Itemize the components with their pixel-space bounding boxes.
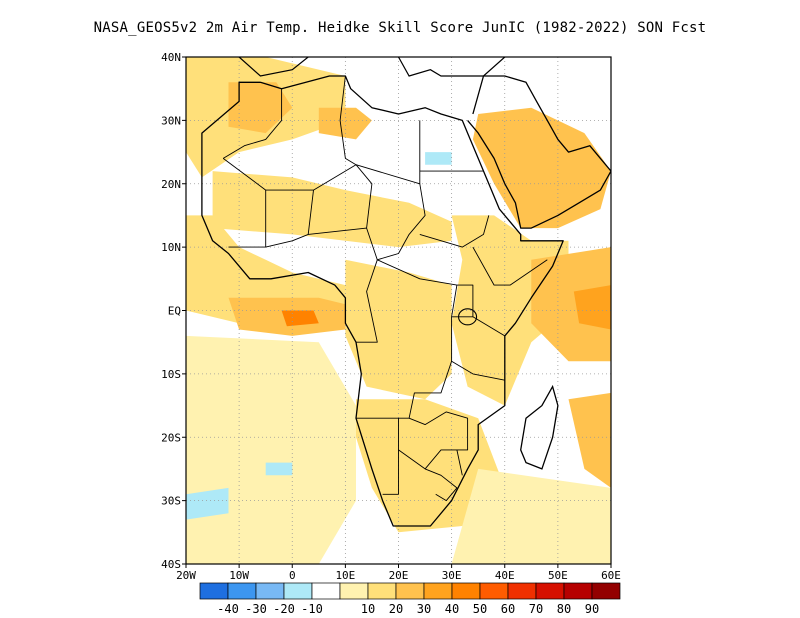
colorbar-label: 20 [389, 602, 403, 616]
colorbar-swatch [255, 582, 285, 600]
colorbar-swatch [535, 582, 565, 600]
axis-ticks: 20W 10W 0 10E 20E 30E 40E 50E 60E 40N 30N 20N 10N EQ 1… [161, 51, 621, 582]
skill-region-south-indian [451, 468, 611, 564]
colorbar-swatch [227, 582, 257, 600]
country-border [339, 75, 357, 166]
iberia-coastline [238, 57, 309, 77]
colorbar-label: 60 [501, 602, 515, 616]
colorbar-label: 10 [361, 602, 375, 616]
colorbar-label: -10 [301, 602, 323, 616]
lat-tick-label: 10S [161, 368, 181, 381]
colorbar-swatch [507, 582, 537, 600]
lon-tick-label: 40E [495, 569, 515, 582]
africa-coastline [201, 75, 564, 527]
country-border [451, 360, 505, 381]
lon-tick-label: 30E [442, 569, 462, 582]
lon-tick-label: 10E [335, 569, 355, 582]
country-border [377, 183, 426, 261]
skill-region-morocco [228, 82, 293, 134]
colorbar-label: -20 [273, 602, 295, 616]
skill-region-atlantic-negative-2 [265, 462, 293, 476]
map-title: NASA_GEOS5v2 2m Air Temp. Heidke Skill S… [93, 20, 707, 36]
land-boundaries [201, 57, 611, 527]
colorbar: -40 -30 -20 -10 10 20 30 40 50 60 70 80 90 [199, 582, 621, 616]
madagascar-coastline [520, 384, 559, 470]
lat-tick-label: 40N [161, 51, 181, 64]
lon-tick-label: 20E [389, 569, 409, 582]
lat-tick-label: 20N [161, 178, 181, 191]
colorbar-swatch [423, 582, 453, 600]
skill-region-atlantic-negative [186, 487, 229, 520]
colorbar-label: 80 [557, 602, 571, 616]
lat-tick-label: 30N [161, 114, 181, 127]
country-border [222, 88, 283, 159]
skill-region-south-atlantic [186, 335, 356, 564]
lat-tick-label: EQ [168, 305, 181, 318]
country-border [222, 158, 357, 191]
arabia-coastline [467, 75, 611, 229]
country-border [424, 468, 458, 502]
colorbar-label: -40 [217, 602, 239, 616]
colorbar-swatch [395, 582, 425, 600]
skill-region-libya [318, 107, 372, 140]
colorbar-label: 40 [445, 602, 459, 616]
skill-region-arabia [472, 107, 611, 229]
lat-tick-label: 30S [161, 495, 181, 508]
colorbar-label: 90 [585, 602, 599, 616]
country-border [377, 259, 457, 286]
country-border [419, 215, 490, 248]
country-border [265, 190, 314, 248]
country-border [382, 418, 399, 495]
lon-tick-label: 50E [548, 569, 568, 582]
colorbar-swatch [311, 582, 341, 600]
skill-region-indian-ocean [531, 247, 611, 362]
colorbar-swatch [479, 582, 509, 600]
skill-shading [186, 57, 611, 564]
skill-region-gulf-core [281, 310, 319, 327]
turkey-greece-coastline [397, 57, 506, 77]
country-border [355, 164, 373, 229]
lat-tick-label: 40S [161, 558, 181, 571]
skill-region-sahara-negative [425, 152, 452, 165]
lon-tick-label: 10W [229, 569, 249, 582]
country-border [472, 246, 548, 286]
country-border [456, 284, 506, 337]
colorbar-swatch [591, 582, 621, 600]
lon-tick-label: 0 [289, 569, 296, 582]
colorbar-swatch [451, 582, 481, 600]
colorbar-label: 50 [473, 602, 487, 616]
lat-tick-label: 20S [161, 431, 181, 444]
colorbar-label: -30 [245, 602, 267, 616]
skill-region-madagascar-sea [568, 392, 611, 488]
country-border [356, 259, 378, 343]
colorbar-swatch [283, 582, 313, 600]
colorbar-label: 30 [417, 602, 431, 616]
country-border [398, 449, 463, 476]
lon-tick-label: 60E [601, 569, 621, 582]
lon-tick-label: 20W [176, 569, 196, 582]
colorbar-swatch [367, 582, 397, 600]
colorbar-swatch [199, 582, 229, 600]
colorbar-swatch [339, 582, 369, 600]
colorbar-swatch [563, 582, 593, 600]
lat-tick-label: 10N [161, 241, 181, 254]
skill-region-indian-ocean-core [573, 285, 611, 330]
country-border [408, 411, 469, 451]
colorbar-label: 70 [529, 602, 543, 616]
